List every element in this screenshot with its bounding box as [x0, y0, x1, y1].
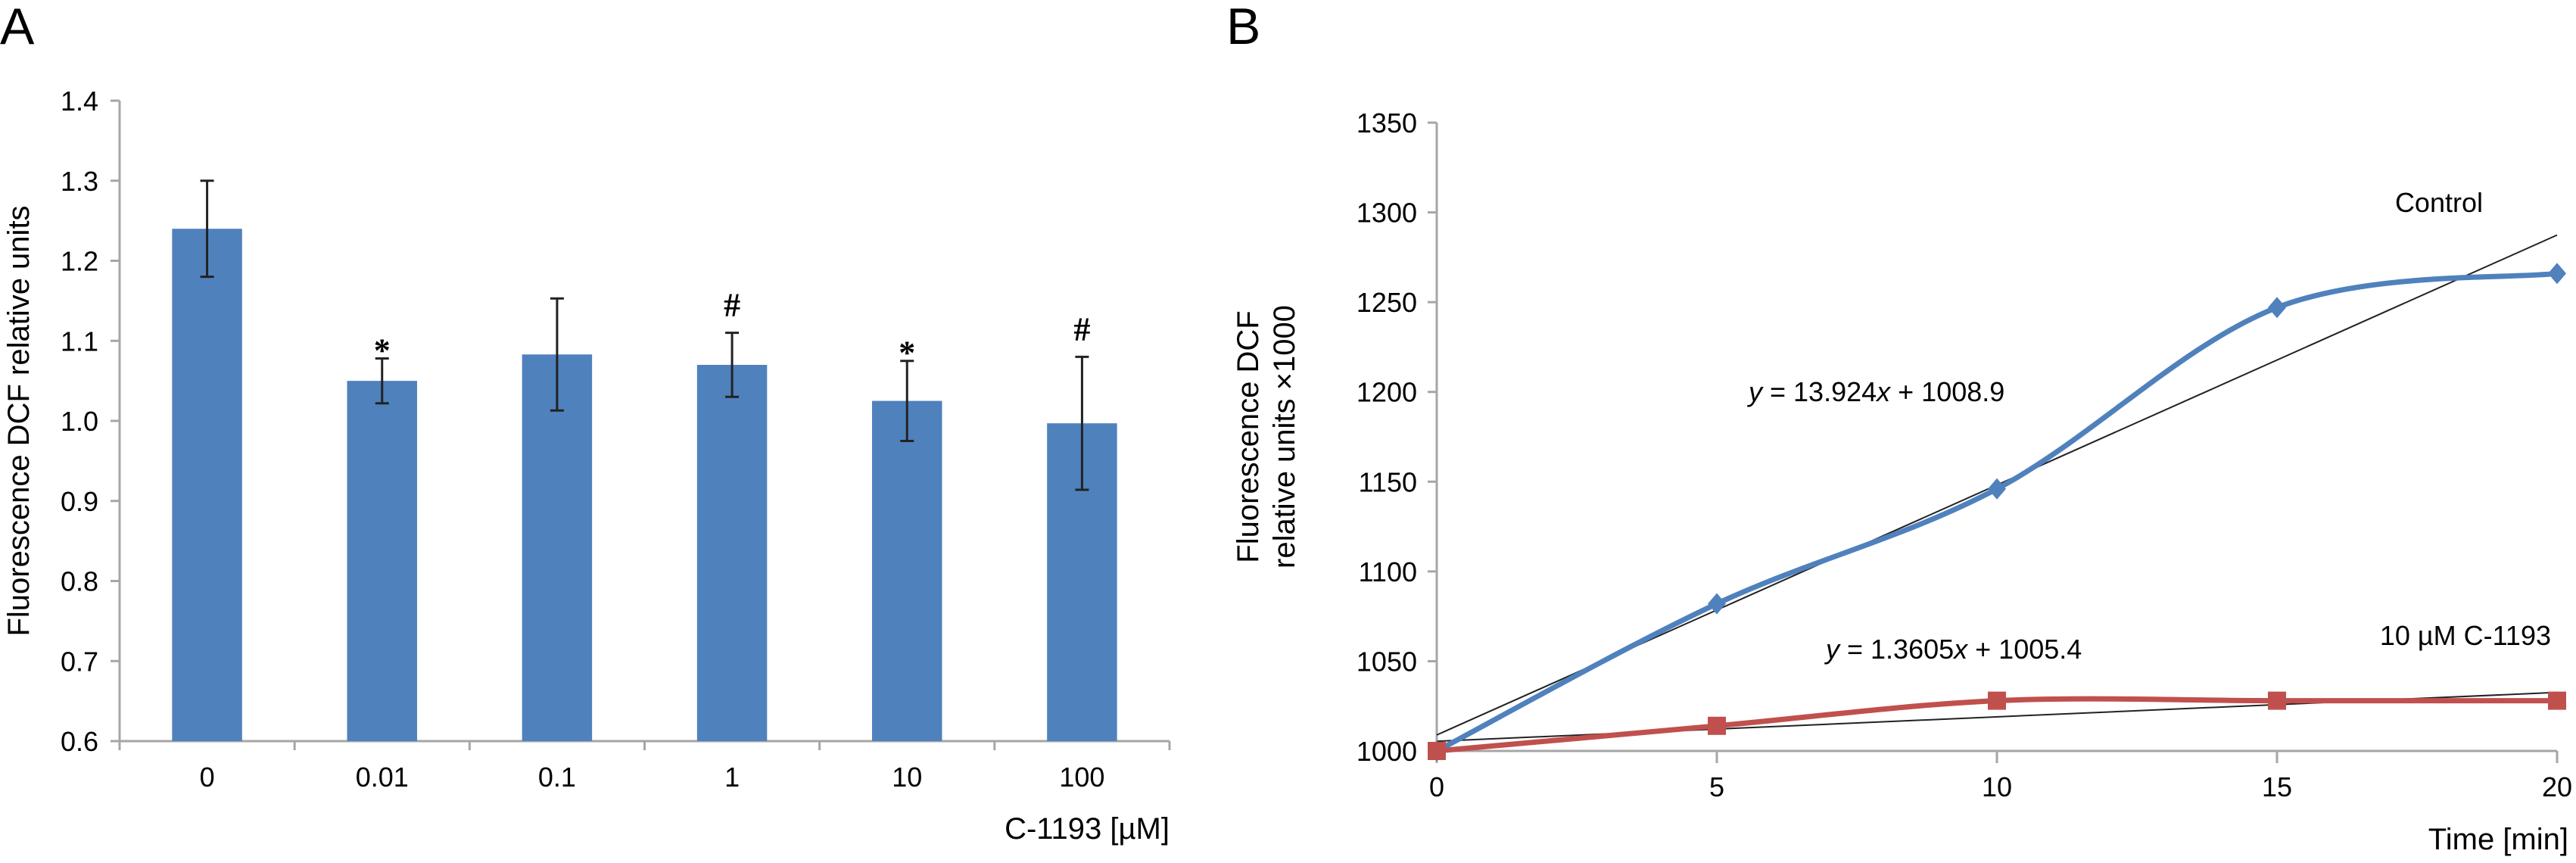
significance-mark: *: [899, 335, 915, 372]
eq-treated-tail: + 1005.4: [1967, 634, 2082, 665]
data-point-treated: [1988, 691, 2006, 710]
bars-a: * # * #: [172, 179, 1117, 741]
bar: [696, 364, 768, 741]
y-tick-label-a: 1.3: [61, 166, 98, 197]
series-line-control: [1435, 270, 2558, 754]
data-point-treated: [1428, 742, 1446, 760]
eq-treated-body: = 1.3605: [1839, 634, 1954, 665]
x-axis-title-a: C-1193 [µM]: [1005, 812, 1170, 846]
x-tick-label-b: 20: [2542, 771, 2572, 802]
equation-treated: y = 1.3605x + 1005.4: [1824, 634, 2082, 665]
data-point-control: [1988, 478, 2006, 500]
data-point-control: [2548, 263, 2566, 285]
significance-mark: #: [1073, 310, 1090, 347]
bar: [172, 229, 242, 741]
bar: [872, 400, 942, 741]
eq-control-y: y: [1746, 376, 1764, 407]
y-axis-title-b-line1: Fluorescence DCF: [1232, 310, 1265, 562]
y-tick-label-b: 1050: [1357, 646, 1417, 677]
x-tick-label-b: 0: [1429, 771, 1444, 802]
bar: [522, 354, 593, 741]
x-axis-title-b: Time [min]: [2428, 823, 2568, 856]
x-tick-label-b: 5: [1709, 771, 1724, 802]
y-tick-label-b: 1150: [1359, 466, 1417, 497]
y-tick-label-b: 1300: [1357, 198, 1417, 229]
y-tick-label-b: 1000: [1357, 736, 1417, 767]
y-tick-label-b: 1100: [1359, 556, 1417, 587]
x-tick-label-a: 1: [724, 762, 740, 793]
x-tick-label-a: 100: [1059, 762, 1104, 793]
treated-label: 10 µM C-1193: [2380, 620, 2551, 651]
y-axis-title-b-line2: relative units ×1000: [1268, 305, 1301, 569]
eq-treated-x: x: [1952, 634, 1969, 665]
equation-control: y = 13.924x + 1008.9: [1746, 376, 2004, 407]
x-tick-label-a: 0: [200, 762, 215, 793]
control-label: Control: [2395, 187, 2483, 218]
y-tick-label-a: 0.7: [61, 646, 98, 677]
panel-label-b: B: [1226, 0, 1260, 55]
data-point-control: [2268, 297, 2286, 319]
chart-b: B Fluorescence DCF relative units ×1000 …: [1226, 0, 2572, 856]
eq-control-tail: + 1008.9: [1890, 376, 2004, 407]
eq-control-x: x: [1875, 376, 1892, 407]
significance-mark: #: [724, 287, 740, 324]
data-point-treated: [1708, 716, 1726, 735]
y-tick-label-a: 1.4: [61, 86, 98, 117]
axes-b: 1000 1050 1100 1150 1200 1250 1300 1350 0 5 10 15 20: [1357, 107, 2572, 802]
y-tick-label-a: 0.8: [61, 566, 98, 597]
eq-treated-y: y: [1824, 634, 1841, 665]
y-tick-label-b: 1350: [1357, 107, 1417, 139]
panel-label-a: A: [0, 0, 35, 55]
eq-control-body: = 13.924: [1762, 376, 1877, 407]
axes-a: 0.6 0.7 0.8 0.9 1.0 1.1 1.2 1.3 1.4 0 0.01 0.1 1 10 10…: [61, 86, 1171, 793]
y-tick-label-a: 1.2: [61, 246, 98, 277]
x-tick-label-a: 0.01: [356, 762, 409, 793]
chart-a: A Fluorescence DCF relative units C-1193…: [0, 0, 1171, 846]
y-tick-label-b: 1200: [1357, 377, 1417, 408]
significance-mark: *: [374, 332, 391, 369]
x-tick-label-a: 0.1: [538, 762, 576, 793]
data-point-control: [1708, 593, 1726, 615]
x-tick-label-b: 10: [1982, 771, 2012, 802]
data-point-treated: [2548, 691, 2566, 710]
y-axis-title-a: Fluorescence DCF relative units: [2, 205, 36, 636]
data-point-treated: [2268, 691, 2286, 710]
bar: [347, 381, 417, 741]
y-tick-label-b: 1250: [1357, 287, 1417, 318]
y-tick-label-a: 1.0: [61, 406, 98, 437]
x-tick-label-a: 10: [892, 762, 922, 793]
series-b: [1428, 263, 2566, 762]
y-tick-label-a: 0.9: [61, 486, 98, 517]
x-tick-label-b: 15: [2262, 771, 2292, 802]
y-tick-label-a: 1.1: [61, 326, 98, 357]
y-tick-label-a: 0.6: [61, 726, 98, 757]
